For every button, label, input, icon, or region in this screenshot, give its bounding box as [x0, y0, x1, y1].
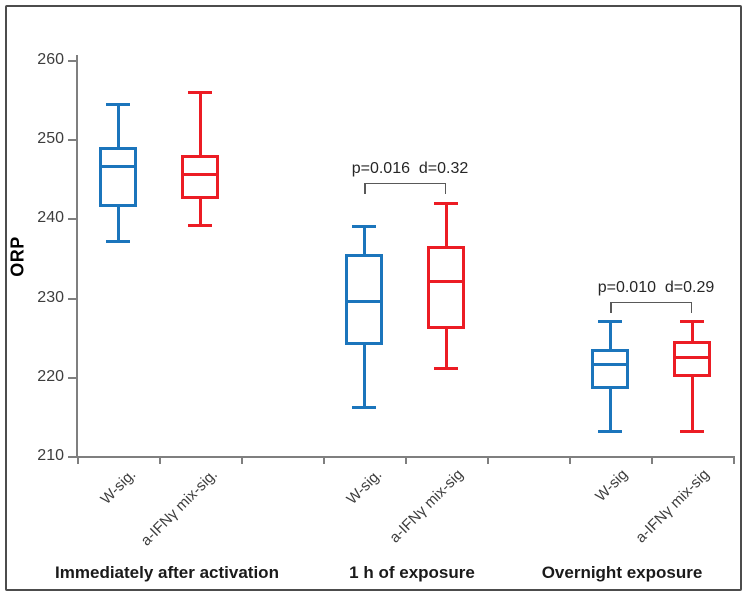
- whisker-lower-line: [198, 198, 202, 227]
- significance-bracket-horizontal: [610, 301, 692, 304]
- median-line: [181, 173, 219, 177]
- iqr-box: [181, 155, 219, 199]
- x-tick-mark: [405, 456, 407, 464]
- whisker-upper-cap: [188, 90, 212, 94]
- group-label: 1 h of exposure: [349, 563, 475, 582]
- significance-bracket-right-tick: [444, 182, 446, 194]
- whisker-upper-line: [608, 321, 612, 350]
- y-tick-mark: [68, 297, 76, 300]
- figure-border: [5, 5, 742, 591]
- x-tick-mark: [323, 456, 325, 464]
- group-label: Overnight exposure: [541, 563, 703, 582]
- y-tick-label: 240: [37, 209, 64, 227]
- whisker-lower-line: [608, 388, 612, 433]
- y-tick-label: 260: [37, 51, 64, 68]
- y-tick-mark: [68, 456, 76, 458]
- y-tick-mark: [68, 139, 76, 142]
- x-tick-mark: [569, 456, 571, 464]
- x-tick-mark: [651, 456, 653, 464]
- significance-label: p=0.016 d=0.32: [351, 159, 469, 177]
- whisker-upper-cap: [598, 320, 622, 324]
- x-tick-mark: [733, 456, 735, 464]
- y-tick-label: 250: [37, 130, 64, 148]
- whisker-lower-cap: [680, 430, 704, 434]
- iqr-box: [99, 147, 137, 207]
- y-tick-mark: [68, 60, 76, 62]
- whisker-upper-cap: [352, 225, 376, 229]
- significance-bracket-left-tick: [364, 182, 366, 194]
- iqr-box: [591, 349, 629, 389]
- x-tick-mark: [159, 456, 161, 464]
- whisker-upper-cap: [434, 201, 458, 205]
- y-tick-mark: [68, 376, 76, 379]
- whisker-lower-line: [362, 345, 366, 409]
- y-axis-line: [76, 55, 78, 458]
- median-line: [673, 355, 711, 359]
- whisker-lower-cap: [434, 366, 458, 370]
- median-line: [591, 363, 629, 367]
- x-tick-mark: [487, 456, 489, 464]
- y-tick-label: 210: [37, 447, 64, 464]
- whisker-lower-cap: [106, 240, 130, 244]
- whisker-lower-cap: [598, 430, 622, 434]
- iqr-box: [427, 246, 465, 330]
- y-tick-label: 230: [37, 288, 64, 306]
- whisker-lower-cap: [352, 406, 376, 410]
- iqr-box: [673, 341, 711, 377]
- whisker-lower-line: [116, 206, 120, 243]
- median-line: [427, 280, 465, 284]
- whisker-lower-line: [690, 376, 694, 433]
- whisker-lower-cap: [188, 224, 212, 228]
- y-tick-label: 220: [37, 367, 64, 385]
- whisker-upper-line: [690, 321, 694, 342]
- significance-bracket-left-tick: [610, 301, 612, 313]
- group-label: Immediately after activation: [55, 563, 279, 582]
- whisker-upper-line: [362, 226, 366, 255]
- whisker-upper-line: [116, 103, 120, 148]
- y-tick-mark: [68, 218, 76, 221]
- significance-bracket-right-tick: [690, 301, 692, 313]
- significance-bracket-horizontal: [364, 182, 446, 185]
- x-tick-mark: [77, 456, 79, 464]
- whisker-lower-line: [444, 329, 448, 369]
- significance-label: p=0.010 d=0.29: [597, 278, 715, 296]
- y-axis-title: ORP: [7, 236, 28, 277]
- whisker-upper-line: [444, 202, 448, 247]
- median-line: [99, 165, 137, 169]
- iqr-box: [345, 254, 383, 346]
- median-line: [345, 300, 383, 304]
- x-tick-mark: [241, 456, 243, 464]
- whisker-upper-cap: [680, 320, 704, 324]
- whisker-upper-cap: [106, 102, 130, 106]
- whisker-upper-line: [198, 91, 202, 156]
